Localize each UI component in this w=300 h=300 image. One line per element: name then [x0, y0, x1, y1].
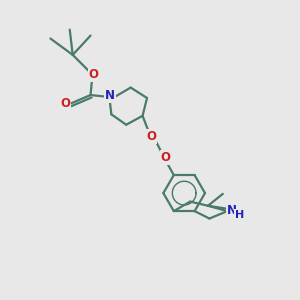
Text: N: N	[227, 204, 237, 217]
Text: O: O	[88, 68, 98, 81]
Text: O: O	[146, 130, 157, 143]
Text: O: O	[60, 98, 70, 110]
Text: O: O	[161, 151, 171, 164]
Text: H: H	[235, 210, 244, 220]
Text: N: N	[105, 89, 115, 102]
